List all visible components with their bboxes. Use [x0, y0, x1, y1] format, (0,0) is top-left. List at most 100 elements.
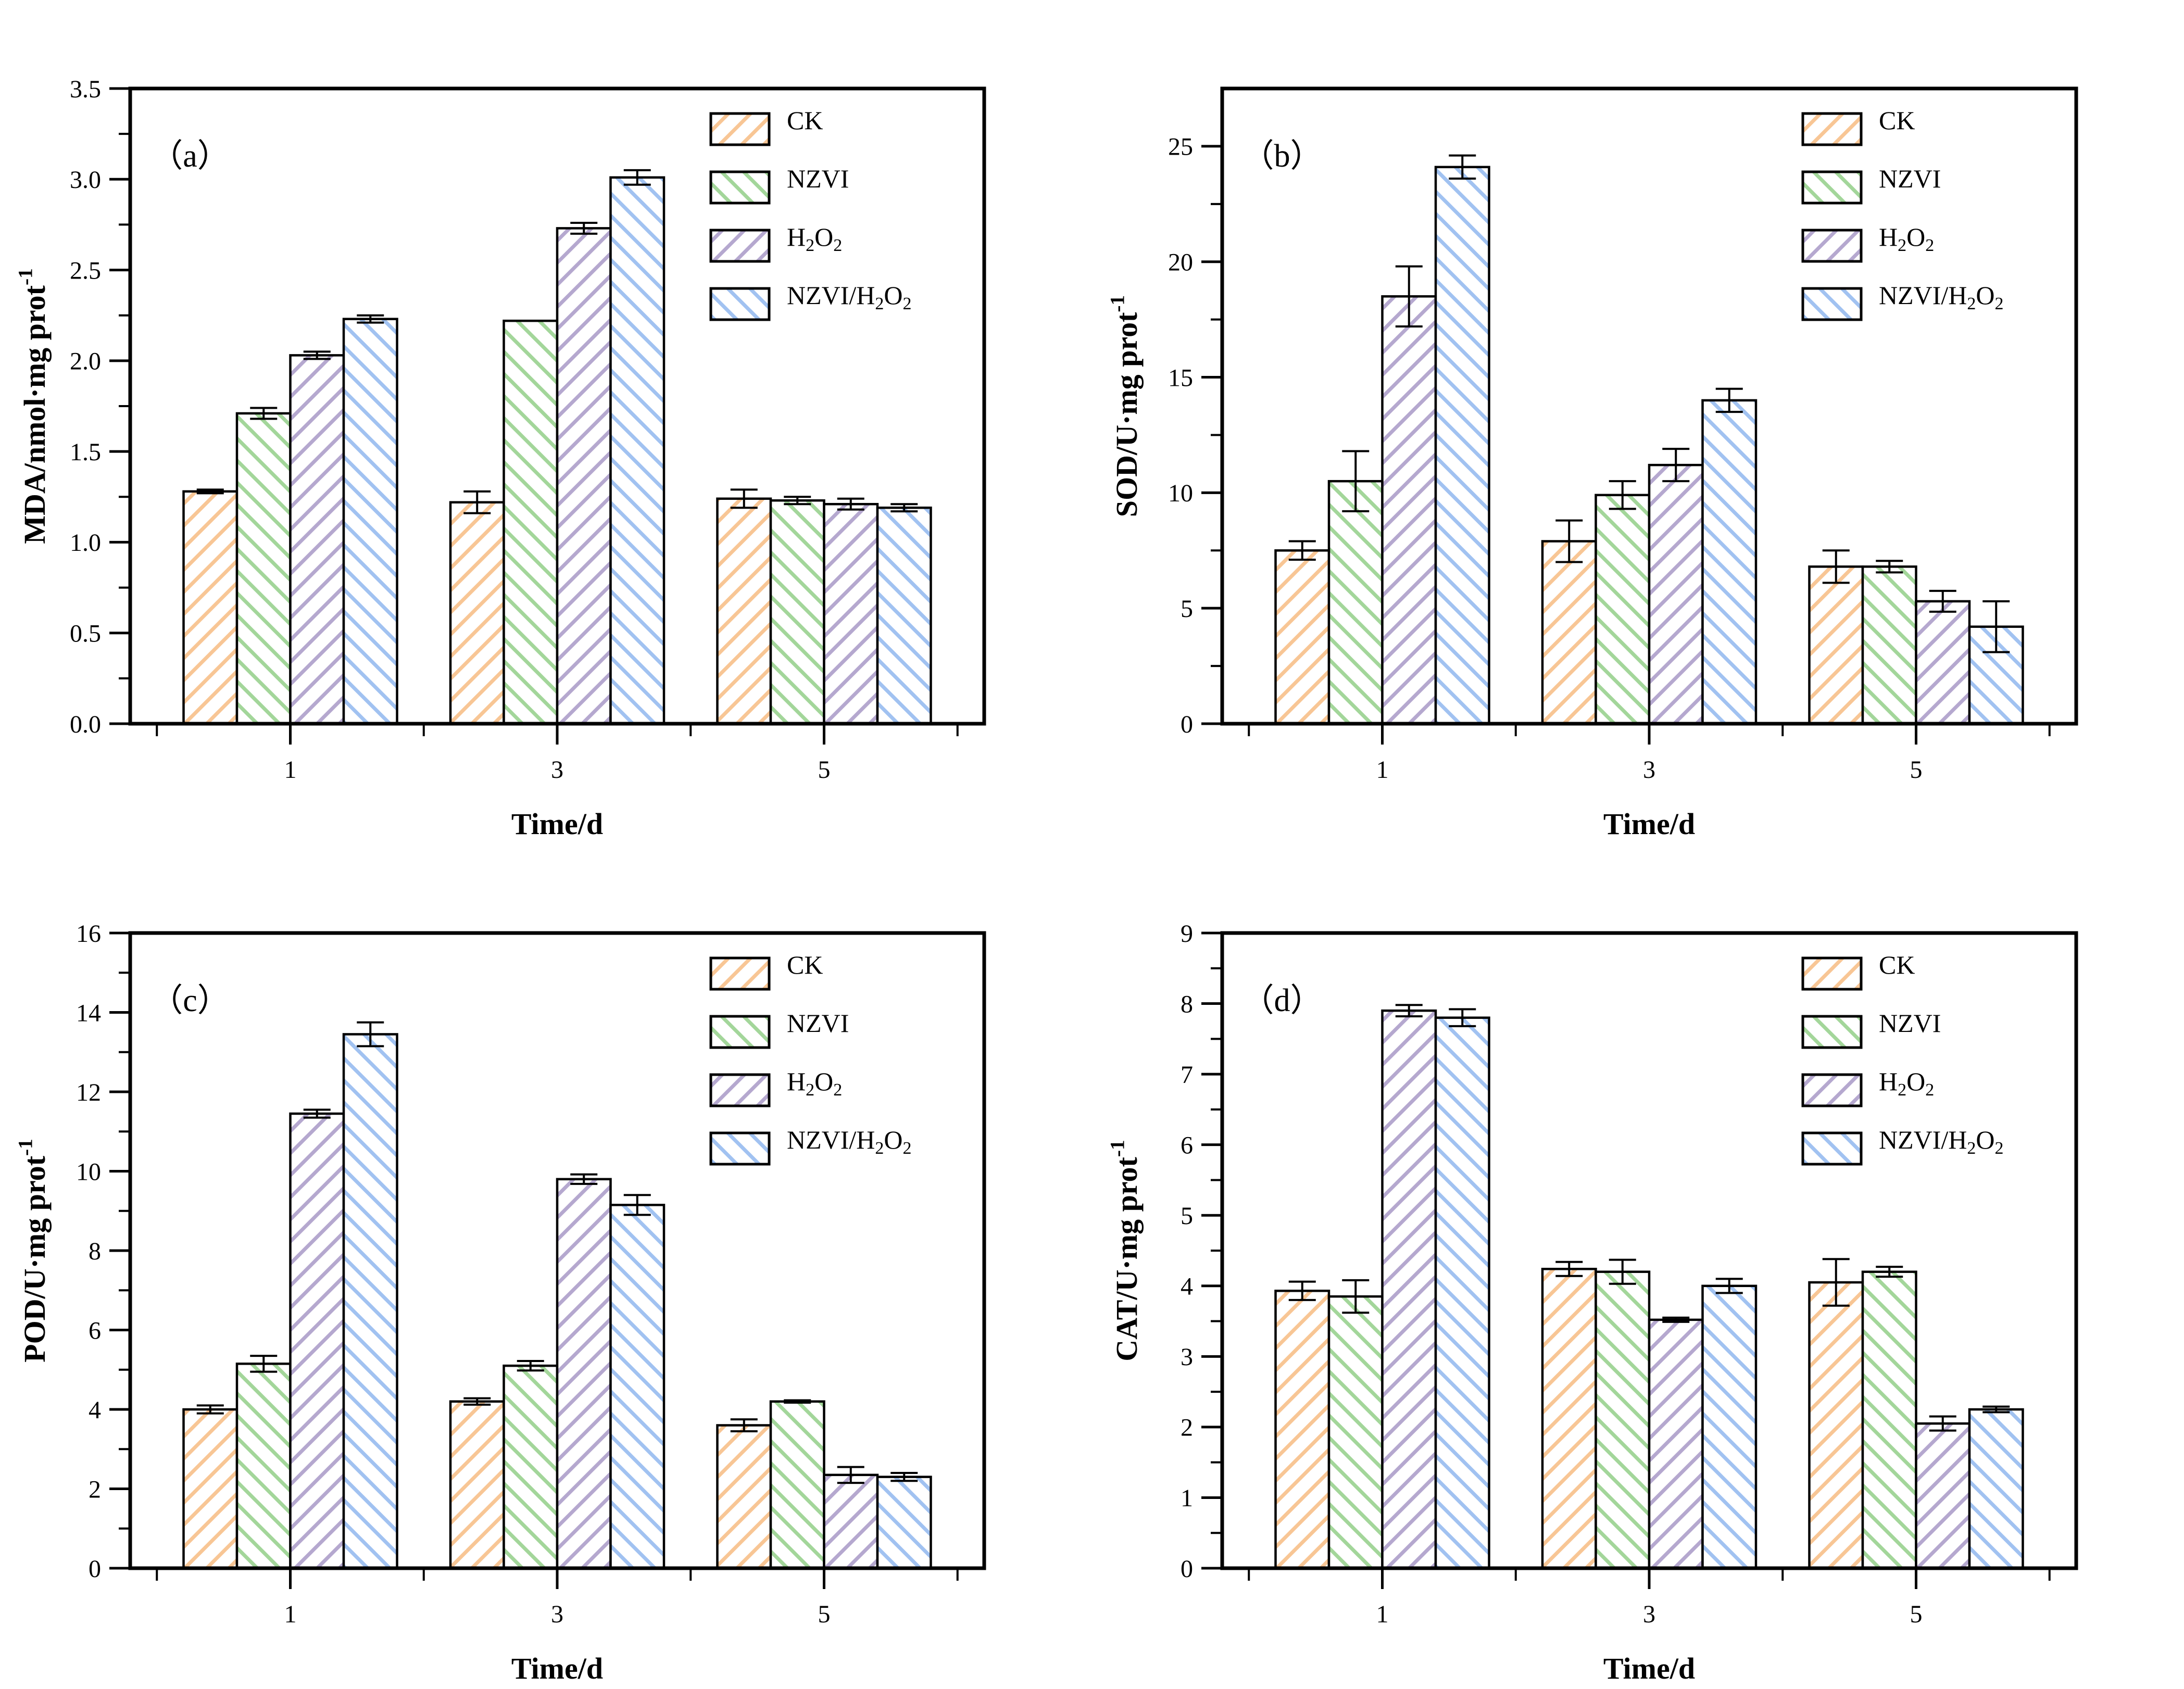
- bar-c-s3-g1: [609, 1204, 666, 1570]
- y-tick-label-a-3: 1.5: [70, 438, 101, 466]
- error-bar-d-s1-g0: [1342, 1279, 1370, 1314]
- legend-swatch-b-1: [1801, 170, 1863, 205]
- bars-group-a: [182, 169, 932, 725]
- bar-b-s0-g2: [1808, 565, 1864, 725]
- x-tick-label-c-2: 5: [818, 1600, 831, 1628]
- bar-c-s3-g2: [876, 1476, 932, 1570]
- y-axis-title-a: MDA/nmol·mg prot-1: [14, 268, 52, 544]
- bar-b-s0-g0: [1274, 549, 1331, 725]
- error-bar-d-s0-g2: [1822, 1258, 1850, 1307]
- y-tick-label-d-9: 9: [1181, 920, 1193, 948]
- y-tick-label-d-1: 1: [1181, 1484, 1193, 1512]
- bar-d-s1-g0: [1327, 1295, 1384, 1570]
- y-tick-label-a-7: 3.5: [70, 75, 101, 103]
- error-bar-c-s2-g1: [570, 1173, 598, 1185]
- x-tick-label-a-2: 5: [818, 756, 831, 784]
- bar-b-s0-g1: [1541, 540, 1597, 725]
- tick-labels-b: 0 5 10 15 20 25 1 3 5: [1168, 133, 1923, 784]
- legend-swatch-a-0: [709, 112, 771, 146]
- error-bar-c-s0-g1: [463, 1397, 491, 1406]
- y-tick-label-d-8: 8: [1181, 990, 1193, 1018]
- ticks-a: [109, 87, 959, 745]
- y-tick-label-b-3: 15: [1168, 364, 1193, 392]
- error-bar-a-s1-g0: [250, 407, 278, 420]
- y-tick-label-b-1: 5: [1181, 595, 1193, 623]
- y-tick-label-b-2: 10: [1168, 480, 1193, 507]
- error-bar-c-s2-g2: [837, 1466, 864, 1484]
- error-bar-b-s0-g1: [1555, 519, 1583, 563]
- bar-d-s2-g2: [1915, 1422, 1971, 1570]
- bar-a-s2-g0: [289, 354, 345, 725]
- error-bar-d-s0-g1: [1555, 1261, 1583, 1277]
- bars-group-c: [182, 1021, 932, 1570]
- error-bar-d-s1-g2: [1876, 1266, 1903, 1278]
- x-tick-label-b-2: 5: [1910, 756, 1923, 784]
- y-axis-title-d: CAT/U·mg prot-1: [1106, 1140, 1144, 1361]
- bar-b-s2-g0: [1381, 295, 1437, 725]
- error-bar-a-s2-g0: [303, 350, 331, 360]
- y-tick-label-c-1: 2: [89, 1476, 101, 1503]
- y-tick-label-d-7: 7: [1181, 1061, 1193, 1089]
- panel-tag-b: （b）: [1241, 138, 1322, 174]
- bar-a-s2-g2: [823, 502, 879, 725]
- legend-swatch-d-3: [1801, 1131, 1863, 1166]
- error-bar-b-s2-g1: [1662, 448, 1690, 483]
- legend-swatch-c-1: [709, 1015, 771, 1049]
- error-bar-a-s3-g0: [357, 314, 384, 324]
- bar-c-s0-g1: [449, 1400, 505, 1570]
- bar-c-s0-g2: [716, 1424, 772, 1570]
- error-bar-a-s0-g2: [730, 488, 758, 509]
- error-bar-b-s1-g0: [1342, 450, 1370, 512]
- error-bar-c-s3-g0: [357, 1021, 384, 1048]
- error-bar-b-s0-g0: [1288, 540, 1316, 561]
- bar-a-s3-g2: [876, 506, 932, 725]
- error-bar-c-s1-g2: [784, 1399, 811, 1404]
- legend-label-b-3: NZVI/H2O2: [1879, 281, 2004, 313]
- error-bar-b-s3-g0: [1449, 154, 1476, 180]
- x-tick-label-a-0: 1: [284, 756, 297, 784]
- y-tick-label-c-3: 6: [89, 1317, 101, 1344]
- legend-swatch-b-0: [1801, 112, 1863, 146]
- error-bar-b-s3-g1: [1715, 387, 1743, 413]
- bar-d-s2-g0: [1381, 1009, 1437, 1570]
- tick-labels-c: 0 2 4 6 8 10 12 14 16 1 3 5: [76, 920, 831, 1628]
- x-tick-label-b-1: 3: [1643, 756, 1655, 784]
- bar-a-s1-g1: [503, 319, 559, 725]
- legend-label-a-1: NZVI: [787, 164, 849, 193]
- y-tick-label-a-2: 1.0: [70, 529, 101, 557]
- legend-label-c-2: H2O2: [787, 1067, 842, 1100]
- y-tick-label-c-6: 12: [76, 1079, 101, 1106]
- x-axis-title-c: Time/d: [511, 1652, 603, 1685]
- error-bar-b-s2-g2: [1929, 589, 1956, 613]
- error-bar-c-s1-g1: [517, 1359, 544, 1372]
- ticks-b: [1201, 145, 2051, 745]
- x-tick-label-d-1: 3: [1643, 1600, 1655, 1628]
- x-axis-title-a: Time/d: [511, 807, 603, 841]
- legend-swatch-b-3: [1801, 287, 1863, 321]
- bar-a-s2-g1: [556, 227, 612, 725]
- panel-tag-a: （a）: [150, 138, 230, 174]
- panel-tag-d: （d）: [1241, 983, 1322, 1018]
- legend-label-c-0: CK: [787, 950, 823, 979]
- error-bar-d-s0-g0: [1288, 1280, 1316, 1301]
- error-bar-b-s2-g0: [1395, 265, 1423, 327]
- error-bar-b-s0-g2: [1822, 549, 1850, 584]
- error-bar-c-s3-g2: [890, 1472, 918, 1482]
- y-tick-label-b-4: 20: [1168, 249, 1193, 276]
- legend-label-b-0: CK: [1879, 106, 1915, 135]
- panel-b-sod: 0 5 10 15 20 25 1 3 5 Time/d SOD/U·mg prot-1 （b） CK N…: [1092, 0, 2184, 845]
- legend-swatch-d-1: [1801, 1015, 1863, 1049]
- x-axis-title-b: Time/d: [1603, 807, 1695, 841]
- y-tick-label-a-5: 2.5: [70, 257, 101, 284]
- ticks-c: [109, 931, 959, 1589]
- error-bar-d-s2-g1: [1662, 1316, 1690, 1323]
- panel-c-pod: 0 2 4 6 8 10 12 14 16 1 3 5 Time/d POD/U·mg prot-1 （c）…: [0, 845, 1092, 1689]
- legend-label-d-0: CK: [1879, 950, 1915, 979]
- legend-swatch-a-1: [709, 170, 771, 205]
- y-tick-label-a-6: 3.0: [70, 166, 101, 194]
- y-tick-label-d-2: 2: [1181, 1414, 1193, 1442]
- error-bar-b-s3-g2: [1982, 600, 2010, 653]
- error-bar-d-s2-g2: [1929, 1415, 1956, 1432]
- legend-label-a-3: NZVI/H2O2: [787, 281, 912, 313]
